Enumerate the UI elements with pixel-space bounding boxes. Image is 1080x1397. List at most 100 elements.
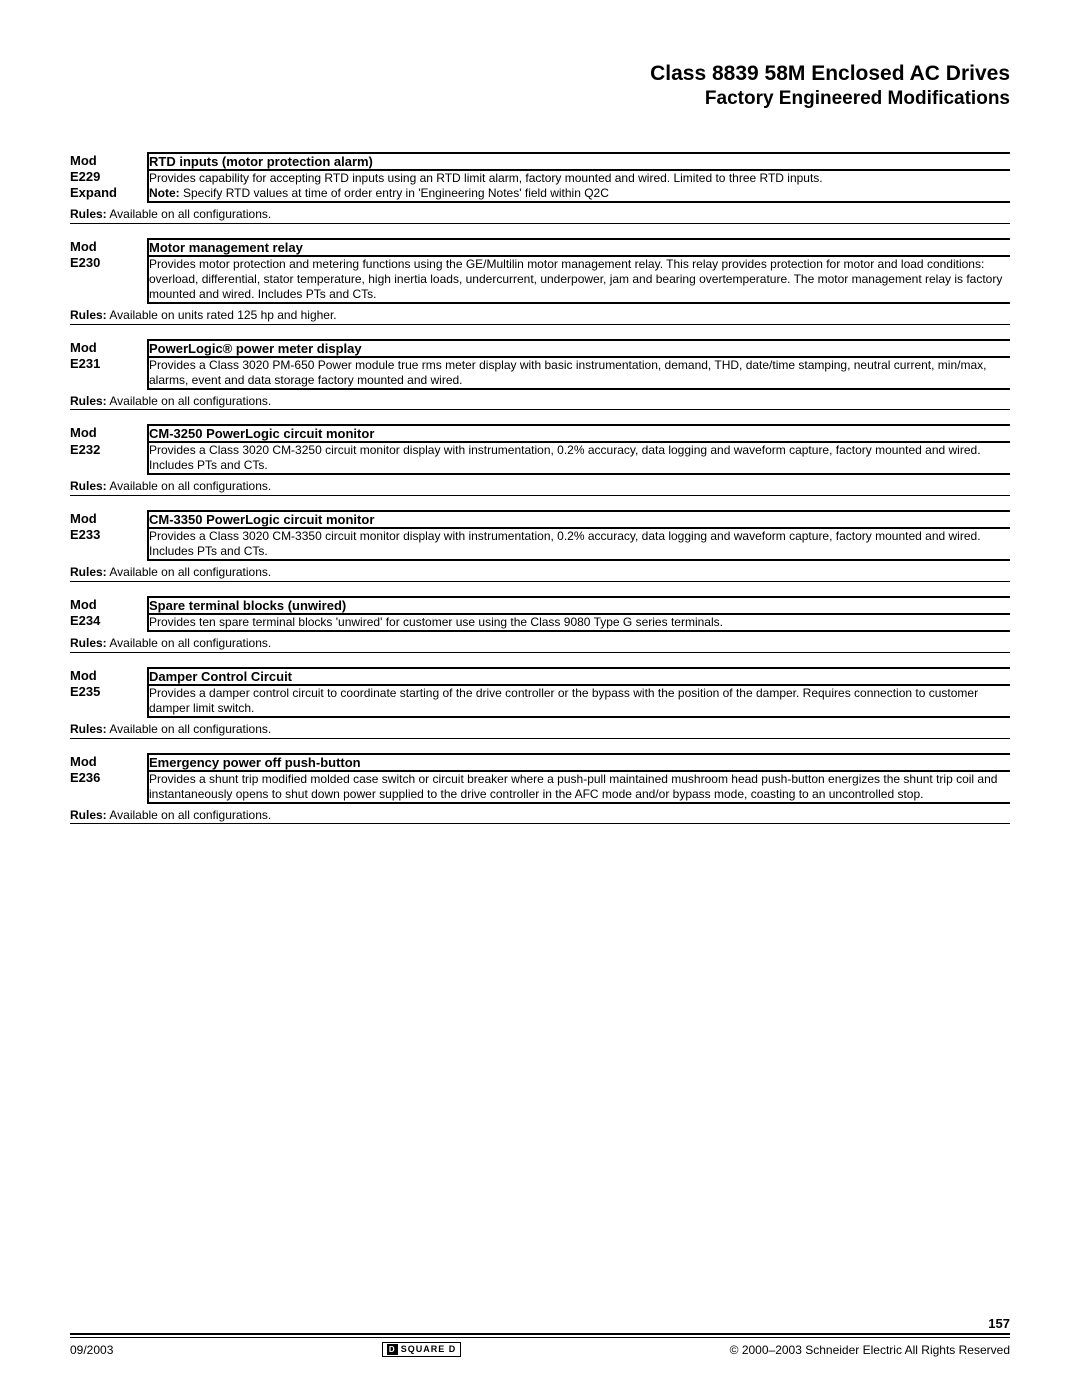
mod-rules: Rules: Available on all configurations. [70,632,1010,653]
mod-rules-label: Rules: [70,394,107,408]
mod-description: Provides capability for accepting RTD in… [148,170,1010,202]
mod-label-line: Expand [70,185,147,201]
mod-rules: Rules: Available on all configurations. [70,203,1010,224]
mod-rules: Rules: Available on all configurations. [70,475,1010,496]
mod-title: CM-3350 PowerLogic circuit monitor [148,511,1010,528]
mod-rules-text: Available on all configurations. [107,394,272,408]
mod-table: ModE235Damper Control CircuitProvides a … [70,667,1010,718]
mod-label: ModE232 [70,425,148,474]
mod-block: ModE234Spare terminal blocks (unwired)Pr… [70,596,1010,653]
footer-page-number: 157 [70,1316,1010,1331]
mod-title: Damper Control Circuit [148,668,1010,685]
mod-label-line: E233 [70,527,147,543]
mod-table: ModE229ExpandRTD inputs (motor protectio… [70,152,1010,203]
page-footer: 157 09/2003 D SQUARE D © 2000–2003 Schne… [70,1316,1010,1357]
mod-block: ModE230Motor management relayProvides mo… [70,238,1010,325]
mod-description: Provides a shunt trip modified molded ca… [148,771,1010,803]
mod-title: PowerLogic® power meter display [148,340,1010,357]
mod-rules-text: Available on units rated 125 hp and high… [107,308,337,322]
mod-block: ModE232CM-3250 PowerLogic circuit monito… [70,424,1010,496]
mod-label-line: Mod [70,239,147,255]
mod-table: ModE230Motor management relayProvides mo… [70,238,1010,304]
mod-note-text: Specify RTD values at time of order entr… [180,186,609,200]
mod-rules-text: Available on all configurations. [107,565,272,579]
mod-block: ModE233CM-3350 PowerLogic circuit monito… [70,510,1010,582]
mod-rules: Rules: Available on units rated 125 hp a… [70,304,1010,325]
mod-table: ModE234Spare terminal blocks (unwired)Pr… [70,596,1010,632]
mod-label-line: E234 [70,613,147,629]
mod-block: ModE229ExpandRTD inputs (motor protectio… [70,152,1010,224]
mod-description-text: Provides a Class 3020 CM-3350 circuit mo… [149,529,981,558]
mod-table: ModE232CM-3250 PowerLogic circuit monito… [70,424,1010,475]
square-d-icon: D [387,1344,398,1355]
footer-date: 09/2003 [70,1343,113,1357]
mod-table: ModE233CM-3350 PowerLogic circuit monito… [70,510,1010,561]
logo-text: SQUARE D [401,1345,457,1354]
mod-label-line: E236 [70,770,147,786]
footer-line: 09/2003 D SQUARE D © 2000–2003 Schneider… [70,1342,1010,1357]
mod-title: Emergency power off push-button [148,754,1010,771]
mod-rules-text: Available on all configurations. [107,636,272,650]
mod-label-line: E230 [70,255,147,271]
mod-block: ModE235Damper Control CircuitProvides a … [70,667,1010,739]
mod-label-line: Mod [70,511,147,527]
mod-description-text: Provides a Class 3020 CM-3250 circuit mo… [149,443,981,472]
mod-description: Provides a Class 3020 CM-3250 circuit mo… [148,442,1010,474]
mod-label-line: Mod [70,153,147,169]
mod-label: ModE233 [70,511,148,560]
mod-rules-label: Rules: [70,308,107,322]
mod-label-line: E232 [70,442,147,458]
mod-rules: Rules: Available on all configurations. [70,390,1010,411]
mod-title: CM-3250 PowerLogic circuit monitor [148,425,1010,442]
mod-label-line: E231 [70,356,147,372]
mod-label: ModE236 [70,754,148,803]
mod-description-text: Provides a damper control circuit to coo… [149,686,978,715]
mod-label: ModE235 [70,668,148,717]
mod-description: Provides a Class 3020 CM-3350 circuit mo… [148,528,1010,560]
mod-label-line: E235 [70,684,147,700]
mod-block: ModE231PowerLogic® power meter displayPr… [70,339,1010,411]
mod-label: ModE230 [70,239,148,303]
mod-note-label: Note: [149,186,180,200]
mod-rules: Rules: Available on all configurations. [70,718,1010,739]
mod-description-text: Provides a Class 3020 PM-650 Power modul… [149,358,986,387]
footer-copyright: © 2000–2003 Schneider Electric All Right… [730,1343,1010,1357]
footer-rule [70,1333,1010,1335]
mod-title: RTD inputs (motor protection alarm) [148,153,1010,170]
mod-label: ModE231 [70,340,148,389]
mod-rules-label: Rules: [70,808,107,822]
footer-rule-thin [70,1337,1010,1338]
mod-description-text: Provides capability for accepting RTD in… [149,171,823,185]
mod-label: ModE234 [70,597,148,631]
mod-description: Provides a damper control circuit to coo… [148,685,1010,717]
mod-table: ModE236Emergency power off push-buttonPr… [70,753,1010,804]
mod-title: Motor management relay [148,239,1010,256]
mod-rules-label: Rules: [70,479,107,493]
mod-label-line: Mod [70,668,147,684]
mod-rules-label: Rules: [70,565,107,579]
mod-rules-label: Rules: [70,636,107,650]
mod-label-line: Mod [70,425,147,441]
mod-rules: Rules: Available on all configurations. [70,804,1010,825]
page-title-1: Class 8839 58M Enclosed AC Drives [70,60,1010,87]
mod-description: Provides a Class 3020 PM-650 Power modul… [148,357,1010,389]
square-d-logo: D SQUARE D [382,1342,462,1357]
mod-table: ModE231PowerLogic® power meter displayPr… [70,339,1010,390]
mod-description: Provides ten spare terminal blocks 'unwi… [148,614,1010,631]
mod-description-text: Provides motor protection and metering f… [149,257,1002,301]
mod-description-text: Provides ten spare terminal blocks 'unwi… [149,615,723,629]
mod-rules-label: Rules: [70,722,107,736]
page: Class 8839 58M Enclosed AC Drives Factor… [0,0,1080,1397]
mod-label-line: Mod [70,340,147,356]
mod-label-line: Mod [70,597,147,613]
mods-list: ModE229ExpandRTD inputs (motor protectio… [70,152,1010,824]
mod-rules-text: Available on all configurations. [107,722,272,736]
mod-rules-text: Available on all configurations. [107,808,272,822]
mod-rules-text: Available on all configurations. [107,207,272,221]
mod-label-line: E229 [70,169,147,185]
mod-description-text: Provides a shunt trip modified molded ca… [149,772,997,801]
mod-title: Spare terminal blocks (unwired) [148,597,1010,614]
mod-rules-text: Available on all configurations. [107,479,272,493]
mod-rules: Rules: Available on all configurations. [70,561,1010,582]
mod-label-line: Mod [70,754,147,770]
